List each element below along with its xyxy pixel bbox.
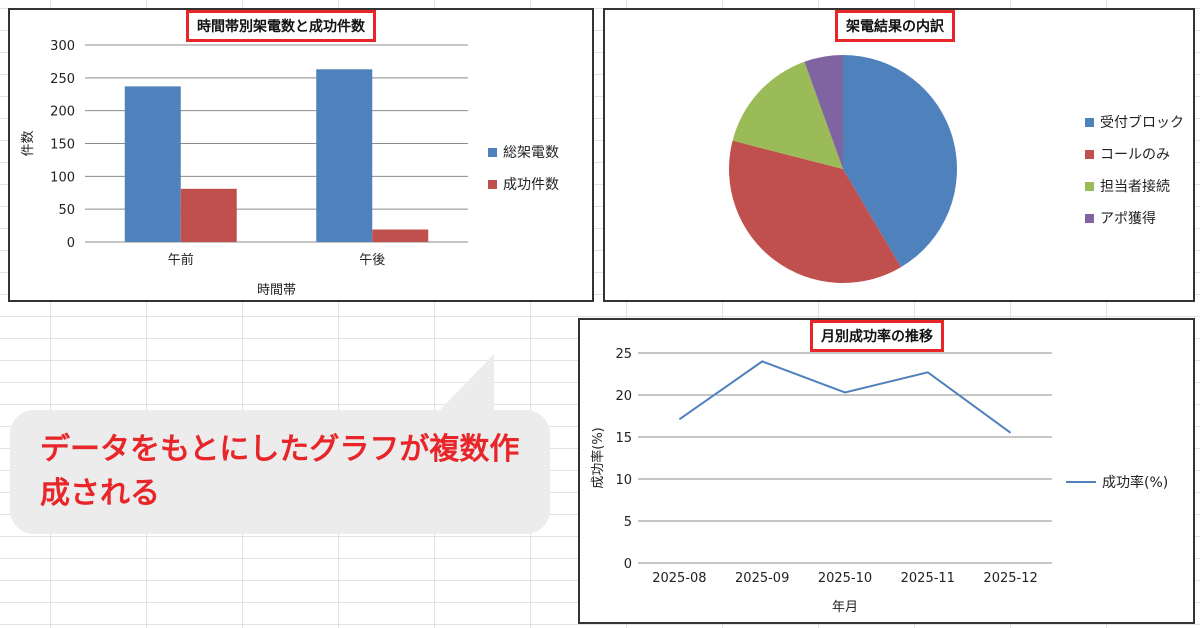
y-tick-label: 25 xyxy=(615,347,632,362)
y-axis-title: 成功率(%) xyxy=(590,427,606,489)
pie-slice xyxy=(804,55,843,169)
line-chart-title: 月別成功率の推移 xyxy=(810,320,944,352)
legend-label: 受付ブロック xyxy=(1100,115,1184,131)
pie-chart[interactable]: 架電結果の内訳 受付ブロック コールのみ担当者接続アポ獲得 xyxy=(603,8,1195,302)
bar xyxy=(124,86,181,243)
y-tick-label: 300 xyxy=(50,39,75,54)
y-tick-label: 0 xyxy=(67,236,75,251)
legend-item: 受付ブロック xyxy=(1085,112,1184,132)
pie-chart-legend: 受付ブロック コールのみ担当者接続アポ獲得 xyxy=(1085,112,1184,240)
legend-label: 担当者接続 xyxy=(1100,179,1170,195)
legend-item: 総架電数 xyxy=(488,142,559,162)
x-tick-label: 2025-10 xyxy=(818,571,872,586)
y-axis-title: 件数 xyxy=(21,130,36,156)
bar xyxy=(316,69,373,242)
x-axis-title: 年月 xyxy=(832,600,858,615)
callout-tail xyxy=(436,354,494,414)
legend-label: 成功件数 xyxy=(503,177,559,193)
pie-slice xyxy=(732,61,843,169)
legend-label: 総架電数 xyxy=(503,145,559,161)
legend-swatch xyxy=(1066,481,1096,483)
bar xyxy=(180,188,237,242)
x-tick-label: 午後 xyxy=(359,253,385,268)
x-tick-label: 午前 xyxy=(168,252,194,268)
y-tick-label: 200 xyxy=(50,105,75,120)
pie-chart-title: 架電結果の内訳 xyxy=(835,10,955,42)
y-tick-label: 15 xyxy=(615,431,632,446)
bar-chart-legend: 総架電数 成功件数 xyxy=(488,142,559,206)
line-chart-legend: 成功率(%) xyxy=(1066,472,1168,504)
x-axis-title: 時間帯 xyxy=(257,283,296,298)
bar-chart-title: 時間帯別架電数と成功件数 xyxy=(186,10,376,42)
legend-label: アポ獲得 xyxy=(1100,211,1156,227)
series-line xyxy=(678,360,1012,434)
y-tick-label: 5 xyxy=(624,515,632,530)
line-chart[interactable]: 0 5 10 15 20 25 2025-08 2025-09 2025-10 2025-11 20… xyxy=(578,318,1195,624)
legend-item: 成功率(%) xyxy=(1066,472,1168,492)
legend-swatch xyxy=(1085,149,1094,159)
y-tick-label: 100 xyxy=(50,170,75,185)
y-tick-label: 0 xyxy=(624,557,632,572)
bar xyxy=(372,229,429,242)
pie-slice xyxy=(729,140,902,283)
callout-text: データをもとにしたグラフが複数作成される xyxy=(40,432,520,511)
legend-item: コールのみ xyxy=(1085,144,1184,164)
x-tick-label: 2025-12 xyxy=(983,571,1037,586)
legend-item: アポ獲得 xyxy=(1085,208,1184,228)
legend-swatch xyxy=(488,147,497,157)
bar-chart[interactable]: 0 50 100 150 200 250 300 午前 午後時間帯 件数 時間帯別架電数と成功件数… xyxy=(8,8,594,302)
legend-swatch xyxy=(488,179,497,189)
x-tick-label: 2025-08 xyxy=(652,571,706,586)
pie-slice xyxy=(843,55,957,268)
y-tick-label: 10 xyxy=(615,473,632,488)
legend-swatch xyxy=(1085,213,1094,223)
legend-label: コールのみ xyxy=(1100,147,1170,163)
x-tick-label: 2025-09 xyxy=(735,571,789,586)
y-tick-label: 150 xyxy=(50,138,75,153)
legend-item: 成功件数 xyxy=(488,174,559,194)
y-tick-label: 50 xyxy=(58,203,75,218)
y-tick-label: 20 xyxy=(615,389,632,404)
line-chart-plot: 0 5 10 15 20 25 2025-08 2025-09 2025-10 2025-11 20… xyxy=(590,347,1052,615)
legend-label: 成功率(%) xyxy=(1102,475,1169,491)
pie-chart-plot xyxy=(729,55,957,283)
legend-item: 担当者接続 xyxy=(1085,176,1184,196)
x-tick-label: 2025-11 xyxy=(901,571,955,586)
legend-swatch xyxy=(1085,117,1094,127)
callout-bubble: データをもとにしたグラフが複数作成される xyxy=(10,410,550,534)
legend-swatch xyxy=(1085,181,1094,191)
y-tick-label: 250 xyxy=(50,72,75,87)
